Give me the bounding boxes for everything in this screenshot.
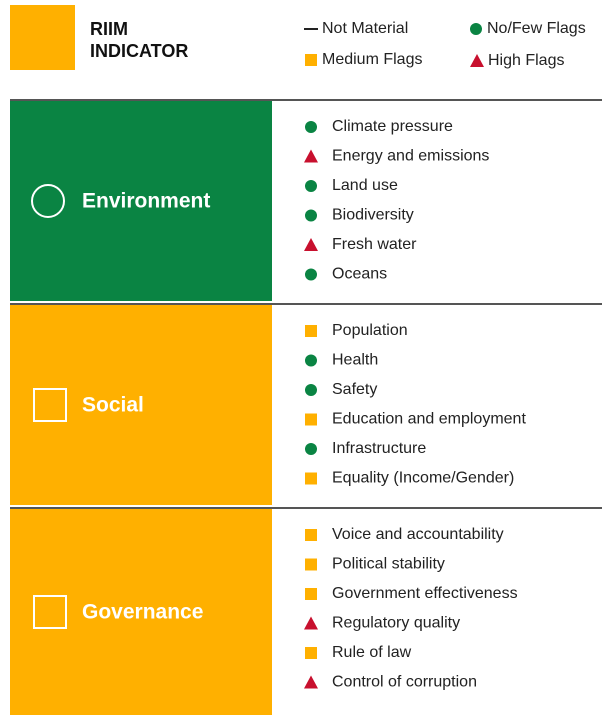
indicator-label: Oceans <box>332 266 387 283</box>
section-icon <box>33 595 67 629</box>
flag-high-icon <box>470 54 484 67</box>
flag-medium-icon <box>305 413 317 426</box>
section-icon <box>33 388 67 422</box>
flag-high-icon <box>304 149 318 163</box>
indicator-label: Control of corruption <box>332 674 477 691</box>
section-block <box>10 509 272 715</box>
indicator-label: Voice and accountability <box>332 526 504 543</box>
flag-high-icon <box>304 616 318 630</box>
header-title: INDICATOR <box>90 41 188 61</box>
indicator-label: Political stability <box>332 556 445 573</box>
indicator-label: Energy and emissions <box>332 148 489 165</box>
legend-label: No/Few Flags <box>487 20 586 37</box>
indicator-label: Equality (Income/Gender) <box>332 470 514 487</box>
flag-medium-icon <box>305 472 317 485</box>
legend-label: High Flags <box>488 52 564 69</box>
flag-medium-icon <box>305 647 317 659</box>
flag-low-icon <box>305 209 317 222</box>
legend-label: Not Material <box>322 20 408 37</box>
section-block <box>10 305 272 505</box>
flag-medium-icon <box>305 54 317 66</box>
flag-medium-icon <box>305 558 317 571</box>
flag-low-icon <box>305 443 317 455</box>
flag-low-icon <box>305 180 317 192</box>
indicator-label: Fresh water <box>332 236 417 253</box>
section-block <box>10 101 272 301</box>
section-label: Social <box>82 394 144 417</box>
flag-high-icon <box>304 238 318 251</box>
flag-low-icon <box>305 268 317 281</box>
section-label: Environment <box>82 190 210 213</box>
header-title: RIIM <box>90 19 128 39</box>
section-icon <box>31 184 65 218</box>
indicator-label: Rule of law <box>332 644 412 661</box>
section-label: Governance <box>82 601 203 624</box>
indicator-label: Biodiversity <box>332 207 414 224</box>
indicator-label: Climate pressure <box>332 118 453 135</box>
flag-medium-icon <box>305 325 317 337</box>
legend-label: Medium Flags <box>322 51 422 68</box>
flag-low-icon <box>470 23 482 35</box>
indicator-label: Government effectiveness <box>332 585 518 602</box>
indicator-label: Population <box>332 322 408 339</box>
indicator-label: Regulatory quality <box>332 615 460 632</box>
indicator-label: Safety <box>332 381 377 398</box>
flag-high-icon <box>304 675 318 689</box>
indicator-label: Land use <box>332 177 398 194</box>
flag-medium-icon <box>305 588 317 600</box>
flag-low-icon <box>305 121 317 133</box>
indicator-label: Education and employment <box>332 411 526 428</box>
flag-medium-icon <box>305 529 317 541</box>
header-swatch <box>10 5 75 70</box>
flag-low-icon <box>305 384 317 396</box>
flag-low-icon <box>305 354 317 367</box>
indicator-label: Infrastructure <box>332 440 426 457</box>
indicator-label: Health <box>332 352 378 369</box>
